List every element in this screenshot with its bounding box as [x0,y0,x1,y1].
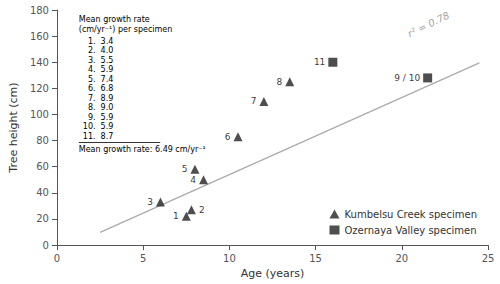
svg-text:Age (years): Age (years) [241,267,305,280]
svg-text:0: 0 [54,253,60,264]
svg-text:4.0: 4.0 [101,46,114,55]
svg-text:Tree height (cm): Tree height (cm) [7,82,20,173]
svg-text:10: 10 [223,253,236,264]
svg-text:9.: 9. [88,113,96,122]
svg-text:11.: 11. [83,132,96,141]
svg-text:5.9: 5.9 [101,122,114,131]
svg-text:Kumbelsu Creek specimen: Kumbelsu Creek specimen [344,209,477,220]
svg-text:15: 15 [309,253,322,264]
svg-text:160: 160 [30,31,49,42]
svg-text:180: 180 [30,5,49,16]
svg-text:9.0: 9.0 [101,103,114,112]
svg-text:140: 140 [30,57,49,68]
svg-text:7.: 7. [88,94,96,103]
svg-text:r² = 0.78: r² = 0.78 [406,10,451,40]
svg-text:8.7: 8.7 [101,132,114,141]
svg-text:8.9: 8.9 [101,94,114,103]
svg-text:120: 120 [30,83,49,94]
svg-text:(cm/yr⁻¹) per specimen: (cm/yr⁻¹) per specimen [79,25,173,34]
svg-text:1: 1 [173,211,179,221]
svg-text:3: 3 [147,197,153,207]
svg-text:5.9: 5.9 [101,113,114,122]
svg-text:3.4: 3.4 [101,37,114,46]
svg-text:7.4: 7.4 [101,75,114,84]
svg-text:1.: 1. [88,37,96,46]
svg-text:9 / 10: 9 / 10 [394,73,420,83]
svg-text:Mean growth rate: 6.49 cm/yr⁻¹: Mean growth rate: 6.49 cm/yr⁻¹ [79,145,206,154]
svg-text:Mean growth rate: Mean growth rate [79,15,150,24]
svg-text:5: 5 [140,253,146,264]
svg-text:100: 100 [30,109,49,120]
svg-text:6: 6 [225,132,231,142]
svg-text:10.: 10. [83,122,96,131]
svg-text:11: 11 [314,57,325,67]
svg-text:7: 7 [251,96,257,106]
svg-text:2: 2 [199,205,205,215]
svg-text:40: 40 [36,187,49,198]
svg-text:0: 0 [43,240,49,251]
svg-text:60: 60 [36,161,49,172]
svg-text:5.5: 5.5 [101,56,114,65]
svg-text:Ozernaya Valley specimen: Ozernaya Valley specimen [344,225,476,236]
svg-text:8.: 8. [88,103,96,112]
svg-text:5.: 5. [88,75,96,84]
svg-text:4.: 4. [88,65,96,74]
svg-text:8: 8 [276,77,282,87]
svg-text:6.: 6. [88,84,96,93]
svg-text:80: 80 [36,135,49,146]
svg-text:25: 25 [482,253,495,264]
svg-text:6.8: 6.8 [101,84,114,93]
svg-text:3.: 3. [88,56,96,65]
svg-text:20: 20 [395,253,408,264]
svg-text:5: 5 [182,164,188,174]
svg-text:20: 20 [36,213,49,224]
svg-text:2.: 2. [88,46,96,55]
svg-text:5.9: 5.9 [101,65,114,74]
svg-text:4: 4 [190,175,196,185]
